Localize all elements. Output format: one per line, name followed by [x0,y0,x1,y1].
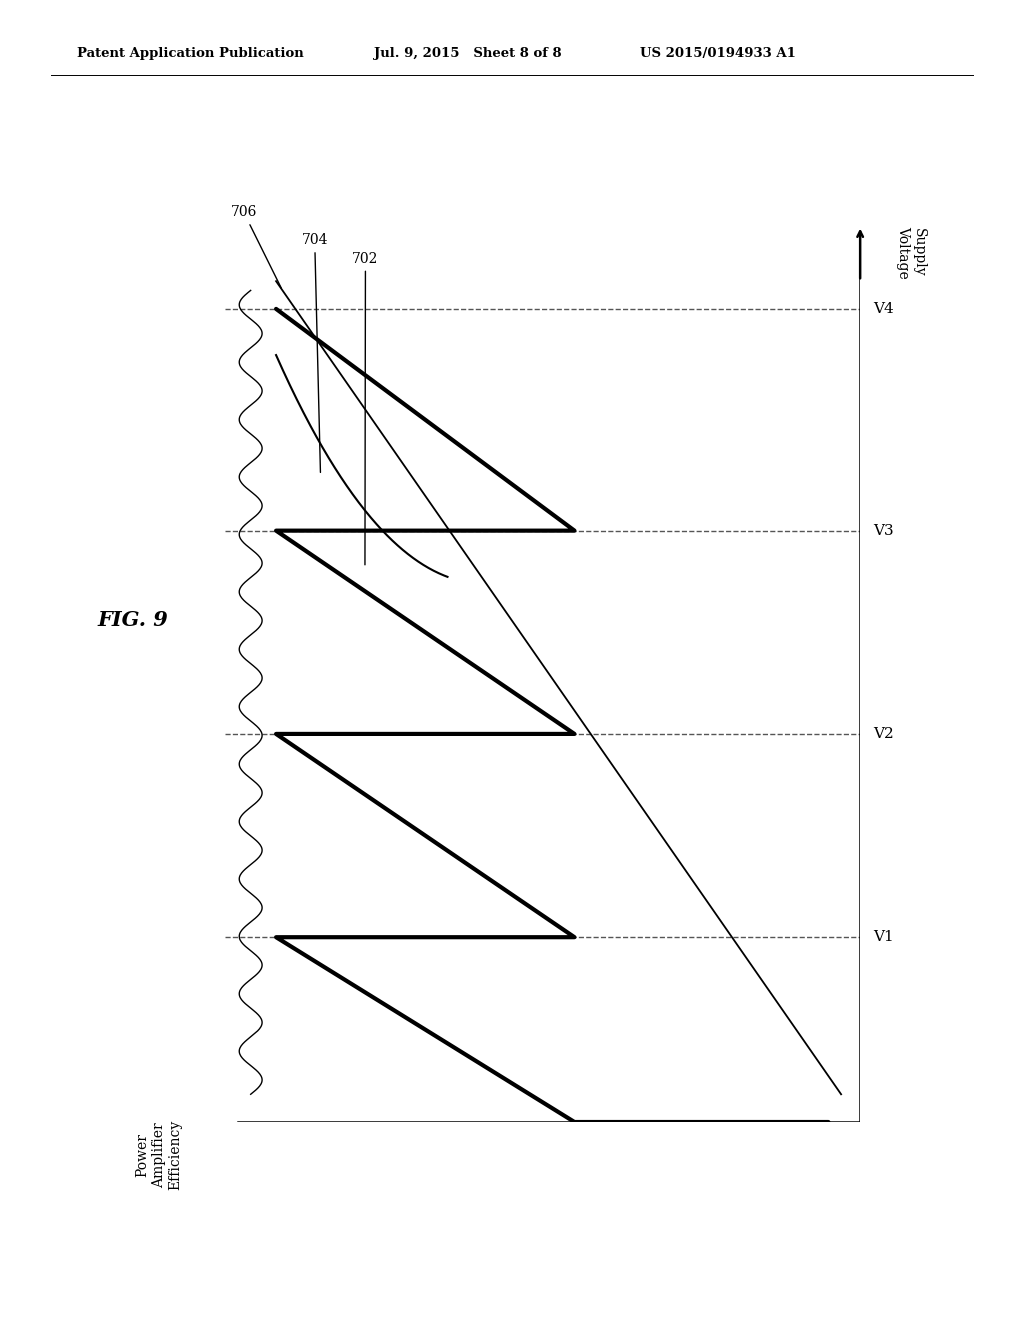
Text: V2: V2 [872,727,894,741]
Text: Power
Amplifier
Efficiency: Power Amplifier Efficiency [135,1119,182,1191]
Text: Patent Application Publication: Patent Application Publication [77,46,303,59]
Text: V1: V1 [872,931,894,944]
Text: FIG. 9: FIG. 9 [97,610,168,631]
Text: US 2015/0194933 A1: US 2015/0194933 A1 [640,46,796,59]
Text: 706: 706 [230,206,282,288]
Text: 704: 704 [301,234,328,473]
Text: 702: 702 [352,252,379,565]
Text: V3: V3 [872,524,894,537]
Text: V4: V4 [872,302,894,315]
Text: Supply
Voltage: Supply Voltage [896,226,926,279]
Text: Jul. 9, 2015   Sheet 8 of 8: Jul. 9, 2015 Sheet 8 of 8 [374,46,561,59]
